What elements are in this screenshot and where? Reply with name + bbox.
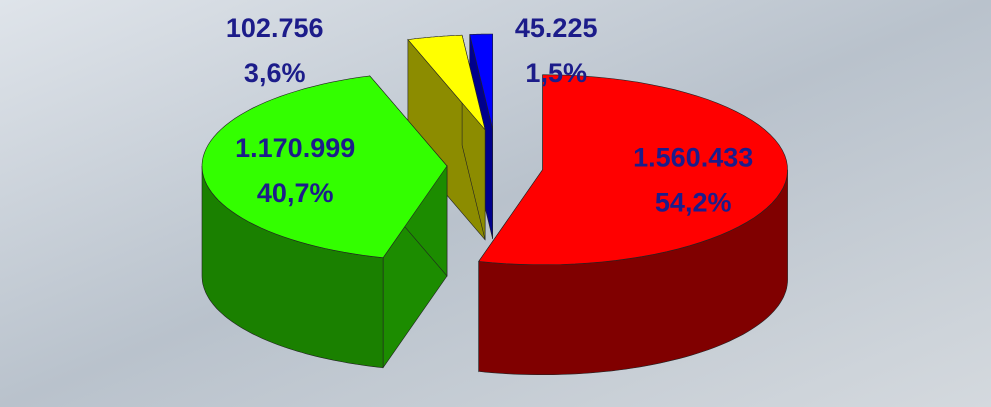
value-label: 102.756 — [226, 13, 324, 43]
share-label: 40,7% — [257, 178, 334, 208]
slice-top — [478, 74, 788, 266]
share-label: 3,6% — [244, 58, 306, 88]
share-label: 54,2% — [655, 188, 732, 218]
slice-top — [407, 34, 486, 130]
share-label: 1,5% — [525, 58, 587, 88]
value-label: 1.170.999 — [235, 133, 355, 163]
value-label: 1.560.433 — [633, 143, 753, 173]
slice-top — [201, 75, 448, 259]
slice-top — [469, 33, 494, 130]
value-label: 45.225 — [515, 13, 598, 43]
